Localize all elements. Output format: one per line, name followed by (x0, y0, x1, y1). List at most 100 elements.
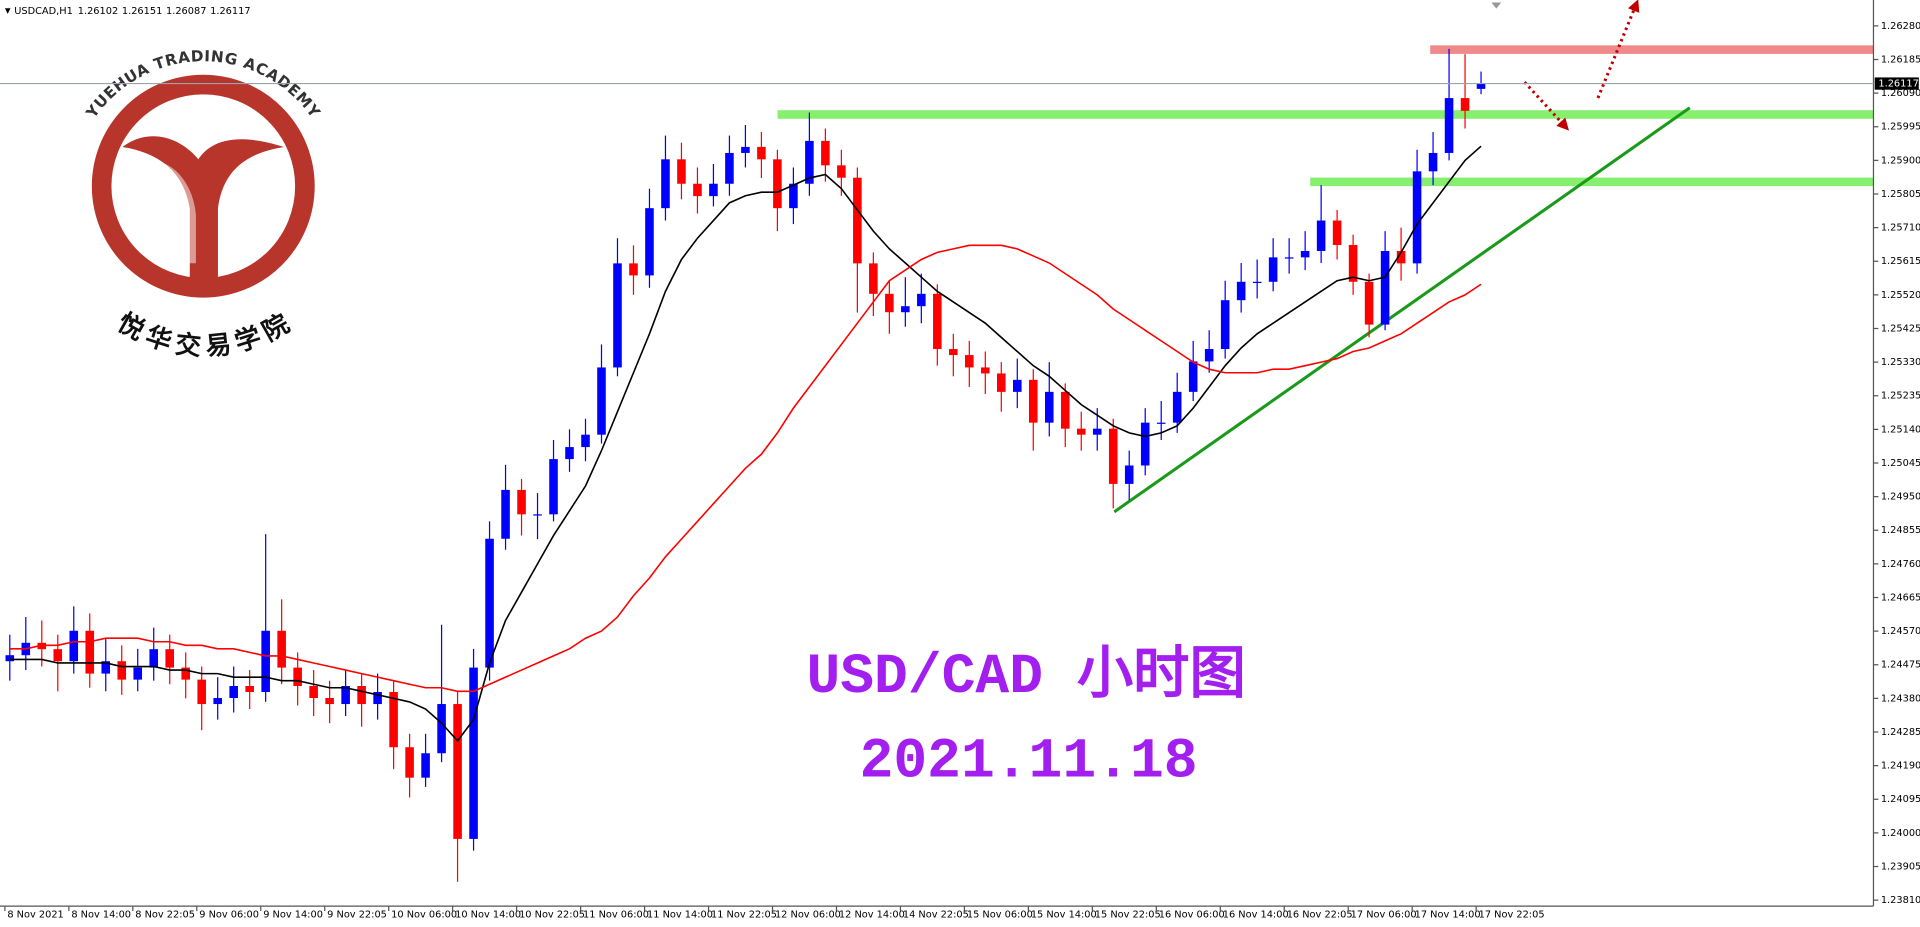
candle-body (501, 489, 510, 539)
x-tick-label: 16 Nov 22:05 (1287, 910, 1353, 921)
x-tick-label: 10 Nov 06:00 (391, 910, 457, 921)
candle-body (341, 685, 350, 705)
candle-body (629, 263, 638, 276)
y-tick-label: 1.24000 (1881, 828, 1920, 839)
header-open: 1.26102 (78, 6, 118, 17)
price-label: 1.26117 (1878, 79, 1918, 90)
y-tick-label: 1.24855 (1881, 525, 1920, 536)
candle-body (565, 447, 574, 460)
candle-body (1300, 250, 1310, 258)
candle-body (1316, 220, 1326, 251)
candle-body (85, 630, 95, 674)
support-zone (1310, 177, 1874, 187)
x-tick-label: 11 Nov 14:00 (647, 910, 713, 921)
x-tick-label: 12 Nov 14:00 (839, 910, 905, 921)
y-tick-label: 1.24095 (1881, 794, 1920, 805)
y-tick-label: 1.24285 (1881, 727, 1920, 738)
trend-line (1113, 106, 1691, 514)
candle-body (1236, 281, 1246, 301)
candle-body (213, 698, 222, 705)
candle-body (373, 692, 382, 705)
candle-body (853, 177, 862, 264)
x-tick-label: 9 Nov 22:05 (327, 910, 387, 921)
candle-body (725, 152, 734, 184)
candle-body (1364, 281, 1374, 325)
candle-body (261, 630, 270, 693)
y-tick-label: 1.26185 (1881, 54, 1920, 65)
marker (1491, 2, 1502, 9)
candle-body (757, 146, 766, 160)
candle-body (485, 538, 494, 668)
x-tick-label: 15 Nov 22:05 (1095, 910, 1161, 921)
candle-body (741, 146, 750, 153)
candle-body (517, 489, 526, 515)
y-tick-label: 1.23810 (1881, 895, 1920, 906)
y-tick-label: 1.25710 (1881, 223, 1920, 234)
candle-body (1380, 250, 1390, 325)
candle-body (917, 293, 926, 307)
candle-body (149, 649, 159, 668)
logo-mark (122, 136, 285, 292)
support-zone (777, 110, 1874, 119)
candle-body (469, 667, 478, 839)
candle-body (597, 367, 606, 435)
candle-body (1476, 83, 1486, 89)
annotation-date: 2021.11.18 (860, 730, 1198, 794)
candle-body (1044, 391, 1054, 423)
annotation-title: USD/CAD 小时图 (806, 643, 1245, 709)
candle-body (405, 747, 414, 778)
candle-body (1028, 379, 1038, 423)
y-tick-label: 1.24665 (1881, 593, 1920, 604)
candle-body (245, 685, 254, 693)
candle-body (117, 661, 127, 680)
symbol: USDCAD,H1 (14, 6, 73, 17)
candle-body (165, 649, 174, 668)
candle-body (1220, 300, 1230, 350)
y-tick-label: 1.24950 (1881, 492, 1920, 503)
candle-body (1172, 391, 1182, 423)
x-tick-label: 10 Nov 14:00 (455, 910, 521, 921)
candle-body (389, 692, 398, 748)
candle-body (1252, 281, 1262, 284)
candle-body (773, 159, 782, 209)
candle-body (1124, 465, 1134, 484)
y-tick-label: 1.24475 (1881, 660, 1920, 671)
x-tick-label: 17 Nov 14:00 (1415, 910, 1481, 921)
y-tick-label: 1.26090 (1881, 88, 1920, 99)
y-tick-label: 1.24380 (1881, 693, 1920, 704)
x-tick-label: 8 Nov 14:00 (71, 910, 131, 921)
candle-body (1156, 422, 1166, 424)
header-high: 1.26151 (122, 6, 162, 17)
candle-body (661, 159, 670, 209)
x-tick-label: 14 Nov 22:05 (903, 910, 969, 921)
x-tick-label: 10 Nov 22:05 (519, 910, 585, 921)
candle-body (677, 159, 686, 184)
candle-body (1460, 98, 1470, 111)
candle-body (901, 306, 910, 313)
candle-body (949, 349, 958, 356)
candle-body (1284, 257, 1294, 259)
candle-body (325, 698, 334, 705)
arrow (1596, 0, 1640, 99)
price-label-box (1874, 77, 1919, 90)
candle-body (1140, 422, 1150, 466)
y-tick-label: 1.25520 (1881, 290, 1920, 301)
candle-body (1412, 171, 1422, 264)
y-tick-label: 1.25045 (1881, 458, 1920, 469)
candle-body (133, 667, 143, 680)
y-tick-label: 1.25615 (1881, 256, 1920, 267)
x-tick-label: 15 Nov 06:00 (967, 910, 1033, 921)
candle-body (645, 208, 654, 276)
candle-body (1076, 428, 1086, 435)
y-tick-label: 1.25900 (1881, 155, 1920, 166)
x-tick-label: 9 Nov 06:00 (199, 910, 259, 921)
candle-body (1108, 428, 1118, 484)
moving-average (9, 244, 1482, 693)
candle-body (421, 753, 430, 778)
header-low: 1.26087 (166, 6, 206, 17)
candle-body (229, 685, 238, 699)
candle-body (581, 434, 590, 448)
y-tick-label: 1.24760 (1881, 559, 1920, 570)
